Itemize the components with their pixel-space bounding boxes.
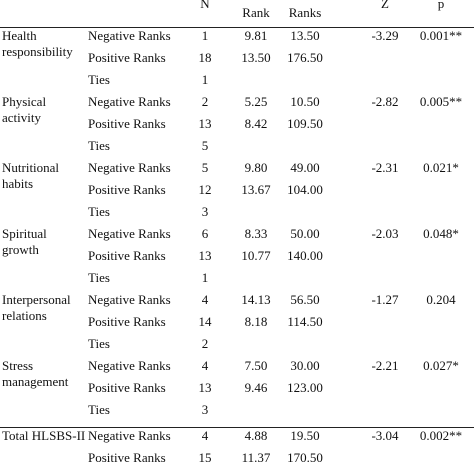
cell-sum: 104.00 [287, 182, 323, 197]
group-label: Stress management [2, 358, 69, 389]
header-n: N [200, 0, 210, 11]
cell-sum: 50.00 [290, 226, 320, 241]
p-value: 0.048* [423, 226, 459, 241]
cell-sum: 49.00 [290, 160, 320, 175]
rank-type: Negative Ranks [88, 94, 171, 109]
group-label: Spiritual growth [2, 226, 47, 257]
group-label: Total HLSBS-II [2, 428, 86, 443]
cell-n: 1 [201, 28, 209, 43]
z-value: -2.31 [371, 160, 399, 175]
cell-mean: 5.25 [244, 94, 268, 109]
cell-mean: 13.67 [241, 182, 271, 197]
z-value: -2.21 [371, 358, 399, 373]
cell-n: 1 [201, 270, 209, 285]
cell-sum: 123.00 [287, 380, 323, 395]
z-value: -2.82 [371, 94, 399, 109]
z-value: -2.03 [371, 226, 399, 241]
header-sum-ranks: Ranks [288, 5, 322, 20]
cell-n: 13 [198, 116, 212, 131]
cell-mean: 7.50 [244, 358, 268, 373]
group-label: Physical activity [2, 94, 47, 125]
cell-sum: 176.50 [287, 50, 323, 65]
cell-mean: 13.50 [241, 50, 271, 65]
group-label: Interpersonal relations [2, 292, 71, 323]
cell-mean: 8.42 [244, 116, 268, 131]
rank-type: Negative Ranks [88, 292, 171, 307]
cell-n: 4 [201, 292, 209, 307]
cell-sum: 13.50 [290, 28, 320, 43]
cell-n: 12 [198, 182, 212, 197]
p-value: 0.204 [426, 292, 456, 307]
cell-n: 3 [201, 204, 209, 219]
cell-sum: 56.50 [290, 292, 320, 307]
cell-sum: 109.50 [287, 116, 323, 131]
header-rule [0, 27, 474, 28]
rank-type: Positive Ranks [88, 50, 166, 65]
z-value: -3.04 [371, 428, 399, 443]
cell-n: 14 [198, 314, 212, 329]
cell-mean: 9.46 [244, 380, 268, 395]
cell-mean: 8.18 [244, 314, 268, 329]
p-value: 0.027* [423, 358, 459, 373]
group-label: Nutritional habits [2, 160, 60, 191]
rank-type: Ties [88, 270, 110, 285]
rank-type: Ties [88, 336, 110, 351]
cell-mean: 8.33 [244, 226, 268, 241]
cell-n: 2 [201, 336, 209, 351]
p-value: 0.021* [423, 160, 459, 175]
rank-type: Positive Ranks [88, 182, 166, 197]
cell-n: 2 [201, 94, 209, 109]
rank-type: Positive Ranks [88, 116, 166, 131]
cell-sum: 10.50 [290, 94, 320, 109]
rank-type: Ties [88, 204, 110, 219]
header-mean-rank: Rank [242, 5, 270, 20]
cell-sum: 140.00 [287, 248, 323, 263]
cell-sum: 114.50 [287, 314, 323, 329]
cell-n: 1 [201, 72, 209, 87]
cell-sum: 19.50 [290, 428, 320, 443]
rank-type: Ties [88, 402, 110, 417]
rank-type: Ties [88, 72, 110, 87]
cell-n: 15 [198, 450, 212, 465]
rank-type: Positive Ranks [88, 380, 166, 395]
rank-type: Negative Ranks [88, 28, 171, 43]
rank-type: Ties [88, 138, 110, 153]
cell-mean: 10.77 [241, 248, 271, 263]
cell-sum: 170.50 [287, 450, 323, 465]
cell-sum: 30.00 [290, 358, 320, 373]
rank-type: Negative Ranks [88, 226, 171, 241]
rank-type: Positive Ranks [88, 248, 166, 263]
cell-n: 4 [201, 358, 209, 373]
rank-type: Negative Ranks [88, 358, 171, 373]
cell-mean: 9.80 [244, 160, 268, 175]
cell-mean: 14.13 [241, 292, 271, 307]
p-value: 0.002** [419, 428, 463, 443]
cell-n: 5 [201, 160, 209, 175]
cell-mean: 9.81 [244, 28, 268, 43]
rank-type: Negative Ranks [88, 160, 171, 175]
cell-n: 3 [201, 402, 209, 417]
cell-n: 13 [198, 380, 212, 395]
rank-type: Positive Ranks [88, 450, 166, 465]
cell-n: 6 [201, 226, 209, 241]
header-p: p [437, 0, 445, 11]
cell-mean: 11.37 [241, 450, 271, 465]
z-value: -3.29 [371, 28, 399, 43]
rank-type: Positive Ranks [88, 314, 166, 329]
cell-n: 18 [198, 50, 212, 65]
group-label: Health responsibility [2, 28, 73, 59]
z-value: -1.27 [371, 292, 399, 307]
cell-n: 5 [201, 138, 209, 153]
total-rule [0, 427, 474, 428]
p-value: 0.005** [419, 94, 463, 109]
header-z: Z [381, 0, 389, 11]
rank-type: Negative Ranks [88, 428, 171, 443]
cell-mean: 4.88 [244, 428, 268, 443]
cell-n: 4 [201, 428, 209, 443]
p-value: 0.001** [419, 28, 463, 43]
cell-n: 13 [198, 248, 212, 263]
